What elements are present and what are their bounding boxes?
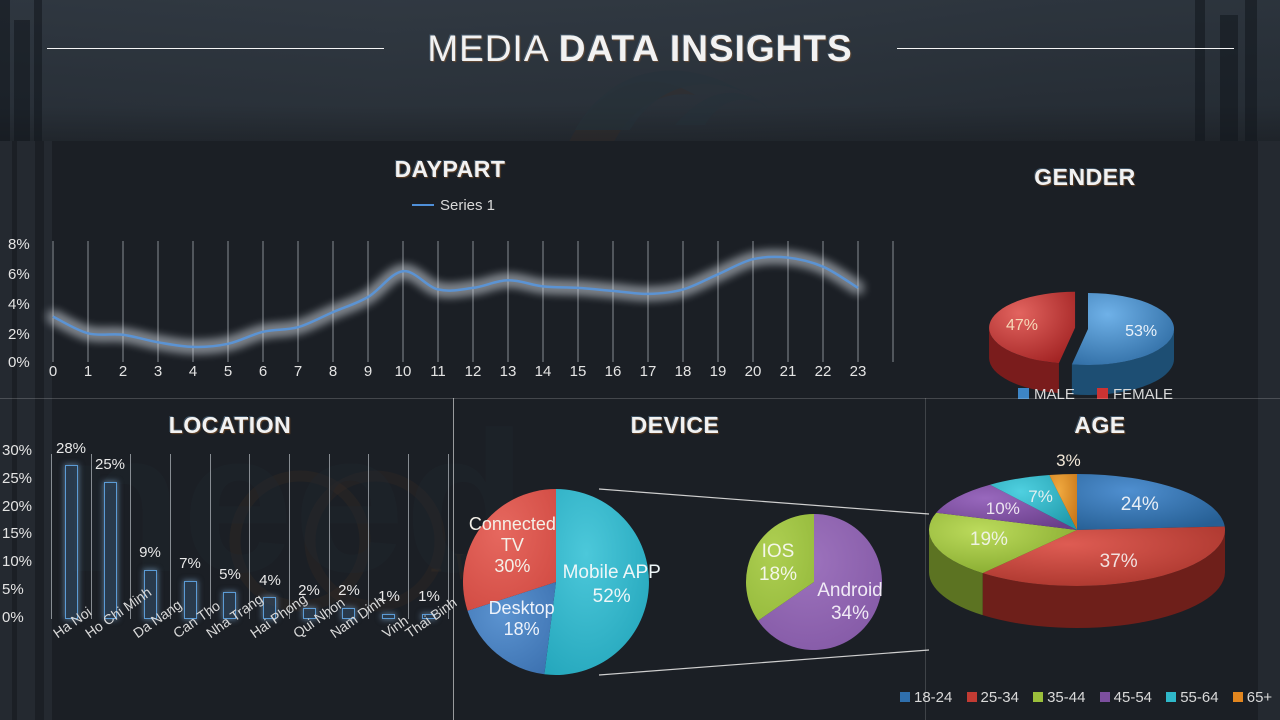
svg-text:10%: 10% [986, 499, 1020, 518]
svg-text:37%: 37% [1100, 551, 1138, 572]
svg-text:7%: 7% [1028, 487, 1053, 506]
svg-text:3%: 3% [1056, 451, 1081, 470]
svg-text:24%: 24% [1121, 494, 1159, 515]
svg-text:19%: 19% [970, 529, 1008, 550]
